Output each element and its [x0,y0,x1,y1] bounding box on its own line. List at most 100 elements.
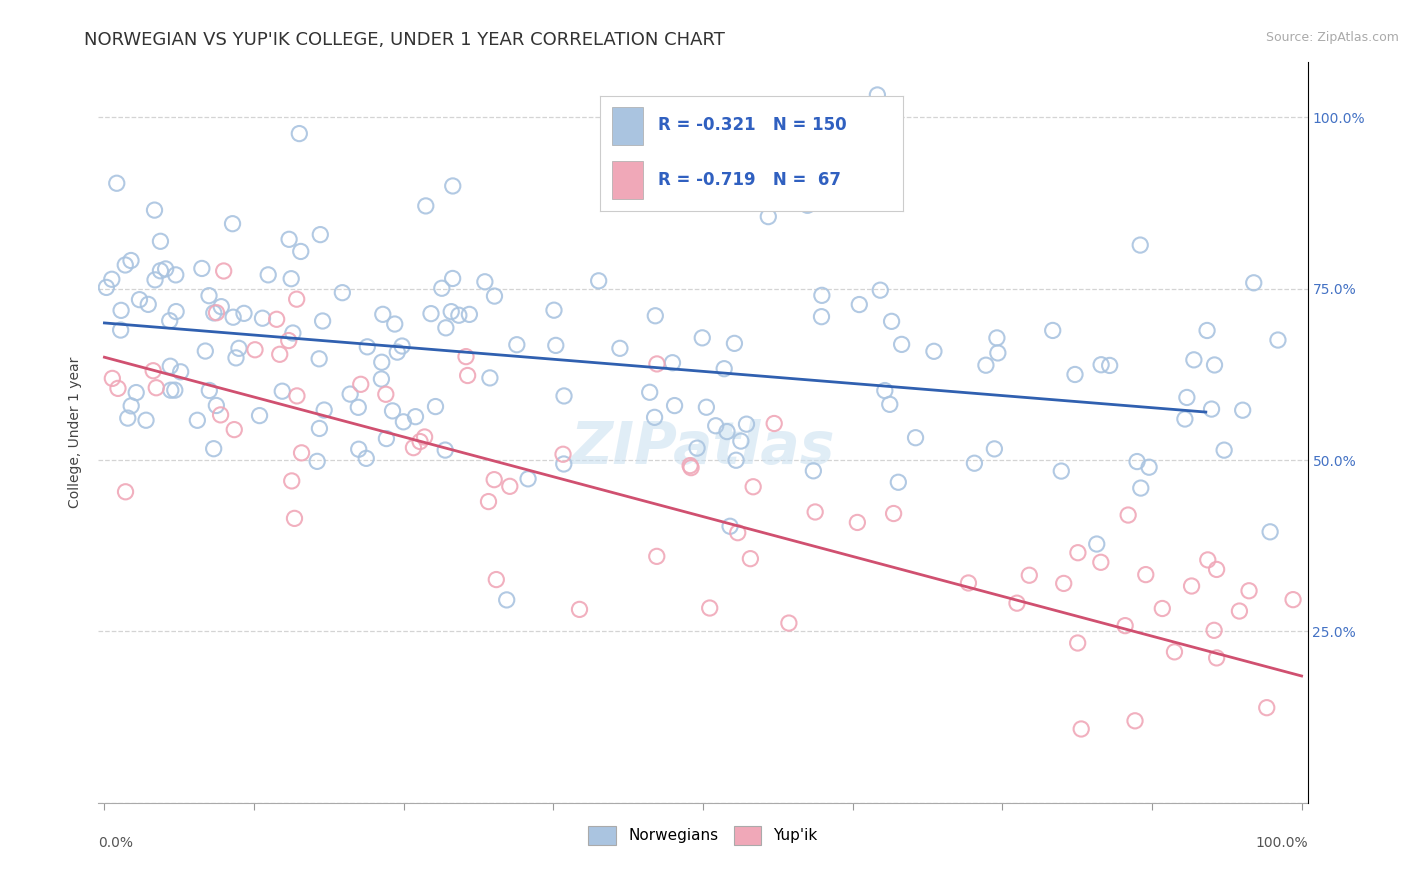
Point [205,306,228,320]
Point [271,384,294,399]
Point [454,350,477,364]
Point [742,480,765,494]
Point [278,232,301,246]
Point [1267,333,1289,347]
Point [1213,443,1236,458]
Point [163,383,186,397]
Point [873,384,896,398]
Point [645,357,668,371]
Point [308,421,330,435]
Point [101,272,124,286]
Point [405,409,427,424]
Text: 100.0%: 100.0% [1256,836,1308,850]
Point [221,217,243,231]
Point [568,602,591,616]
Point [169,365,191,379]
Point [1229,604,1251,618]
Point [1050,464,1073,478]
Point [441,178,464,193]
Point [114,258,136,272]
Point [713,361,735,376]
Point [191,261,214,276]
Point [114,484,136,499]
Point [986,331,1008,345]
Point [482,473,505,487]
Point [409,434,432,449]
Point [149,235,172,249]
Point [846,516,869,530]
Point [1237,583,1260,598]
Point [723,336,745,351]
Point [308,351,330,366]
Point [699,601,721,615]
Point [1243,276,1265,290]
Point [661,356,683,370]
Point [1123,714,1146,728]
Text: NORWEGIAN VS YUP'IK COLLEGE, UNDER 1 YEAR CORRELATION CHART: NORWEGIAN VS YUP'IK COLLEGE, UNDER 1 YEA… [84,31,725,49]
Point [1197,324,1219,338]
Point [117,411,139,425]
Point [96,280,118,294]
Point [1197,553,1219,567]
Point [107,381,129,395]
Point [249,409,271,423]
Point [686,441,709,455]
Point [143,203,166,218]
Point [963,456,986,470]
Point [120,399,142,413]
Point [135,413,157,427]
Point [690,331,713,345]
Point [202,306,225,320]
Point [551,447,574,461]
Point [447,308,470,322]
Point [225,351,247,365]
Point [866,87,889,102]
Point [609,341,631,355]
Point [695,401,717,415]
Point [1182,352,1205,367]
Text: ZIPatlas: ZIPatlas [571,419,835,476]
Point [374,387,396,401]
Point [1114,618,1136,632]
Point [756,210,779,224]
Point [1064,368,1087,382]
Point [1005,596,1028,610]
Point [356,340,378,354]
Point [763,417,786,431]
Point [495,593,517,607]
Point [478,371,501,385]
Point [266,312,288,326]
Point [339,387,361,401]
Point [725,453,748,467]
Point [440,304,463,318]
Point [441,271,464,285]
Point [880,314,903,328]
Point [1174,412,1197,426]
Point [371,307,394,321]
Point [381,404,404,418]
Point [974,358,997,372]
Point [233,306,256,320]
Y-axis label: College, Under 1 year: College, Under 1 year [69,357,83,508]
Point [890,337,912,351]
Point [212,264,235,278]
Point [350,377,373,392]
Point [1282,592,1305,607]
Point [425,400,447,414]
Point [285,389,308,403]
Point [277,334,299,348]
Point [730,434,752,448]
Point [290,446,312,460]
Point [413,430,436,444]
Point [125,385,148,400]
Point [957,576,980,591]
Point [457,368,479,383]
Point [202,442,225,456]
Point [1201,402,1223,417]
Point [434,321,457,335]
Point [269,347,291,361]
Point [228,342,250,356]
Point [485,573,508,587]
Point [354,451,377,466]
Point [1205,651,1227,665]
